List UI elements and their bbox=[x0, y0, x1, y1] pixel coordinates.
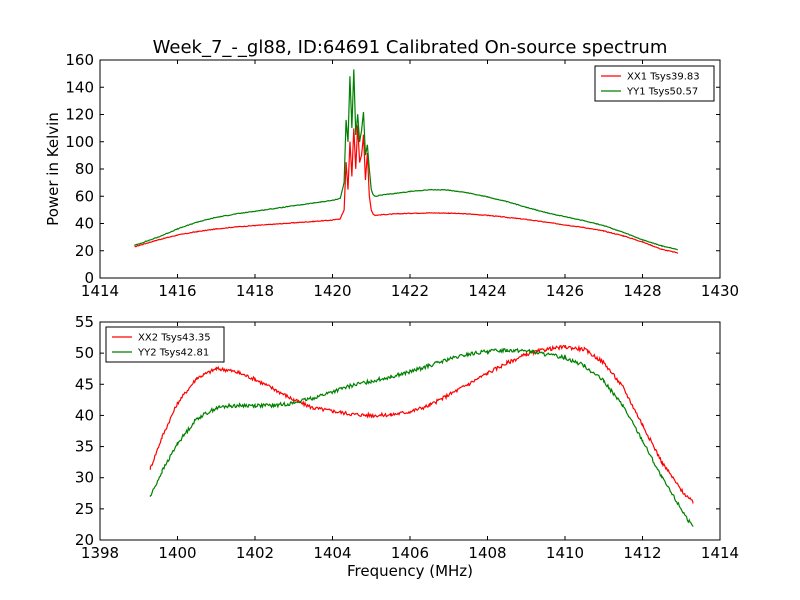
x-tick-label: 1402 bbox=[236, 544, 274, 562]
x-tick-label: 1404 bbox=[313, 544, 351, 562]
legend: XX2 Tsys43.35 YY2 Tsys42.81 bbox=[105, 326, 225, 363]
x-tick-label: 1410 bbox=[546, 544, 584, 562]
x-tick-label: 1414 bbox=[81, 282, 119, 300]
y-tick-label: 30 bbox=[75, 469, 94, 487]
y-tick-label: 60 bbox=[75, 187, 94, 205]
y-tick-label: 100 bbox=[65, 133, 94, 151]
legend-box bbox=[105, 326, 225, 363]
x-tick-label: 1398 bbox=[81, 544, 119, 562]
series-line-1 bbox=[134, 125, 678, 254]
plot-bottom: 1398 1400 1402 1404 1406 1408 1410 1412 1414 20 25… bbox=[75, 313, 739, 580]
y-tick-label: 120 bbox=[65, 106, 94, 124]
legend-entry: XX2 Tsys43.35 bbox=[138, 333, 211, 344]
x-axis-label: Frequency (MHz) bbox=[347, 562, 473, 580]
plot-top: 1414 1416 1418 1420 1422 1424 1426 1428 1430 0 20 4… bbox=[44, 51, 739, 300]
x-tick-label: 1430 bbox=[701, 282, 739, 300]
y-tick-label: 20 bbox=[75, 242, 94, 260]
x-tick-label: 1406 bbox=[391, 544, 429, 562]
chart-title: Week_7_-_gl88, ID:64691 Calibrated On-so… bbox=[153, 37, 668, 58]
y-tick-label: 20 bbox=[75, 531, 94, 549]
legend-entry: XX1 Tsys39.83 bbox=[627, 72, 700, 83]
y-tick-label: 50 bbox=[75, 344, 94, 362]
legend: XX1 Tsys39.83 YY1 Tsys50.57 bbox=[594, 65, 715, 102]
y-tick-label: 40 bbox=[75, 215, 94, 233]
x-tick-label: 1428 bbox=[623, 282, 661, 300]
x-tick-label: 1422 bbox=[391, 282, 429, 300]
x-tick-label: 1416 bbox=[158, 282, 196, 300]
legend-entry: YY1 Tsys50.57 bbox=[626, 87, 698, 98]
series-line-1 bbox=[149, 344, 694, 504]
series-line-2 bbox=[134, 69, 678, 251]
y-tick-label: 45 bbox=[75, 375, 94, 393]
x-tick-label: 1426 bbox=[546, 282, 584, 300]
y-tick-label: 80 bbox=[75, 160, 94, 178]
y-axis-label: Power in Kelvin bbox=[44, 112, 62, 226]
x-tick-label: 1408 bbox=[468, 544, 506, 562]
x-tick-label: 1418 bbox=[236, 282, 274, 300]
y-tick-label: 40 bbox=[75, 406, 94, 424]
x-tick-label: 1400 bbox=[158, 544, 196, 562]
y-tick-label: 55 bbox=[75, 313, 94, 331]
y-tick-label: 160 bbox=[65, 51, 94, 69]
y-tick-label: 25 bbox=[75, 500, 94, 518]
legend-box bbox=[594, 65, 715, 102]
y-tick-label: 140 bbox=[65, 78, 94, 96]
x-tick-label: 1424 bbox=[468, 282, 506, 300]
legend-entry: YY2 Tsys42.81 bbox=[137, 348, 209, 359]
x-tick-label: 1414 bbox=[701, 544, 739, 562]
series-line-2 bbox=[149, 347, 694, 527]
y-tick-label: 35 bbox=[75, 438, 94, 456]
x-tick-label: 1420 bbox=[313, 282, 351, 300]
y-tick-label: 0 bbox=[84, 269, 94, 287]
x-tick-label: 1412 bbox=[623, 544, 661, 562]
